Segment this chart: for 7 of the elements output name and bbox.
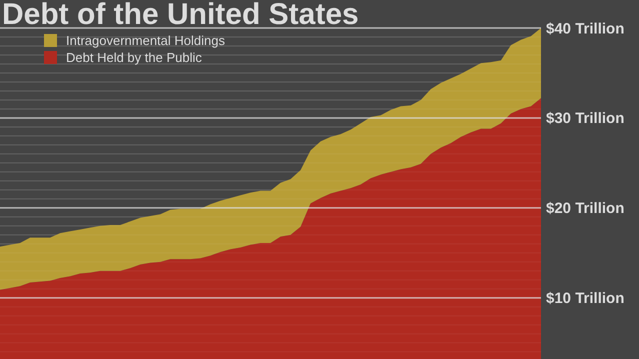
y-tick-label: $40 Trillion [546, 20, 624, 38]
y-tick-label: $20 Trillion [546, 200, 624, 218]
chart-title: Debt of the United States [2, 0, 359, 31]
legend-label: Intragovernmental Holdings [66, 33, 226, 48]
y-tick-label: $30 Trillion [546, 110, 624, 128]
y-tick-label: $10 Trillion [546, 290, 624, 308]
legend-label: Debt Held by the Public [66, 50, 202, 66]
